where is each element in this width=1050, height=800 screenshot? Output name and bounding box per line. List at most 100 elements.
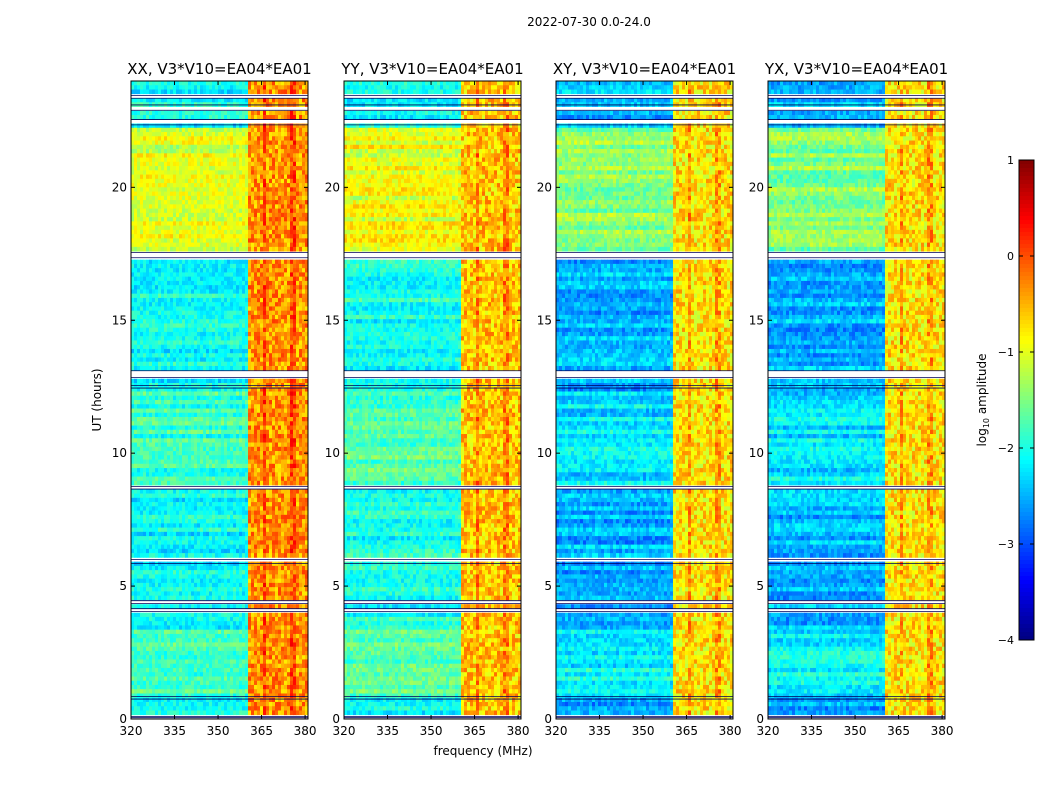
heatmap-cell bbox=[170, 225, 174, 231]
heatmap-cell bbox=[206, 170, 210, 175]
heatmap-cell bbox=[245, 161, 249, 167]
heatmap-cell bbox=[275, 438, 279, 443]
heatmap-cell bbox=[158, 191, 162, 197]
heatmap-cell bbox=[269, 115, 273, 120]
heatmap-cell bbox=[158, 400, 162, 405]
heatmap-cell bbox=[290, 336, 294, 341]
heatmap-cell bbox=[215, 81, 219, 86]
heatmap-cell bbox=[131, 178, 135, 184]
heatmap-cell bbox=[227, 408, 231, 414]
heatmap-cell bbox=[143, 178, 147, 184]
heatmap-cell bbox=[293, 400, 297, 405]
heatmap-cell bbox=[194, 425, 198, 431]
heatmap-cell bbox=[269, 365, 273, 371]
heatmap-cell bbox=[155, 293, 159, 299]
heatmap-cell bbox=[266, 136, 270, 141]
heatmap-cell bbox=[194, 306, 198, 312]
heatmap-cell bbox=[149, 89, 153, 95]
heatmap-cell bbox=[284, 451, 288, 456]
heatmap-cell bbox=[254, 289, 258, 295]
heatmap-cell bbox=[284, 149, 288, 154]
heatmap-cell bbox=[269, 319, 273, 324]
heatmap-cell bbox=[239, 157, 243, 163]
heatmap-cell bbox=[203, 446, 207, 452]
heatmap-cell bbox=[257, 263, 261, 269]
heatmap-cell bbox=[170, 178, 174, 184]
heatmap-cell bbox=[227, 353, 231, 358]
heatmap-cell bbox=[281, 336, 285, 341]
heatmap-cell bbox=[212, 204, 216, 209]
heatmap-cell bbox=[152, 157, 156, 163]
heatmap-cell bbox=[209, 442, 213, 448]
heatmap-cell bbox=[146, 319, 150, 324]
heatmap-cell bbox=[242, 229, 246, 235]
heatmap-cell bbox=[152, 306, 156, 312]
heatmap-cell bbox=[251, 272, 255, 278]
heatmap-cell bbox=[245, 263, 249, 269]
heatmap-cell bbox=[173, 442, 177, 448]
heatmap-cell bbox=[251, 425, 255, 431]
heatmap-cell bbox=[188, 174, 192, 180]
heatmap-cell bbox=[233, 451, 237, 456]
heatmap-cell bbox=[236, 336, 240, 341]
heatmap-cell bbox=[182, 208, 186, 214]
heatmap-cell bbox=[245, 434, 249, 439]
heatmap-cell bbox=[245, 200, 249, 205]
heatmap-cell bbox=[185, 442, 189, 448]
heatmap-cell bbox=[203, 412, 207, 418]
heatmap-cell bbox=[197, 187, 201, 192]
heatmap-cell bbox=[284, 400, 288, 405]
heatmap-cell bbox=[302, 85, 306, 90]
heatmap-cell bbox=[149, 314, 153, 320]
heatmap-cell bbox=[242, 195, 246, 201]
heatmap-cell bbox=[137, 191, 141, 197]
heatmap-cell bbox=[173, 365, 177, 371]
heatmap-cell bbox=[140, 378, 144, 384]
heatmap-cell bbox=[146, 221, 150, 227]
heatmap-cell bbox=[248, 361, 252, 367]
heatmap-cell bbox=[230, 323, 234, 329]
heatmap-cell bbox=[266, 259, 270, 265]
heatmap-cell bbox=[269, 348, 273, 354]
heatmap-cell bbox=[257, 191, 261, 197]
heatmap-cell bbox=[170, 314, 174, 320]
heatmap-cell bbox=[221, 174, 225, 180]
heatmap-cell bbox=[209, 387, 213, 392]
heatmap-cell bbox=[209, 395, 213, 401]
heatmap-cell bbox=[185, 417, 189, 422]
heatmap-cell bbox=[263, 149, 267, 154]
heatmap-cell bbox=[287, 268, 291, 273]
heatmap-cell bbox=[209, 468, 213, 473]
heatmap-cell bbox=[164, 408, 168, 414]
heatmap-cell bbox=[212, 438, 216, 443]
heatmap-cell bbox=[203, 289, 207, 295]
heatmap-cell bbox=[248, 459, 252, 465]
heatmap-cell bbox=[248, 276, 252, 282]
heatmap-cell bbox=[239, 336, 243, 341]
heatmap-cell bbox=[179, 153, 183, 158]
heatmap-cell bbox=[263, 387, 267, 392]
heatmap-cell bbox=[176, 268, 180, 273]
heatmap-cell bbox=[257, 110, 261, 116]
heatmap-cell bbox=[206, 157, 210, 163]
heatmap-cell bbox=[254, 395, 258, 401]
heatmap-cell bbox=[194, 276, 198, 282]
heatmap-cell bbox=[293, 132, 297, 137]
heatmap-cell bbox=[272, 391, 276, 397]
heatmap-cell bbox=[266, 327, 270, 333]
heatmap-cell bbox=[197, 327, 201, 333]
heatmap-cell bbox=[149, 306, 153, 312]
heatmap-cell bbox=[281, 217, 285, 222]
heatmap-cell bbox=[224, 153, 228, 158]
heatmap-cell bbox=[185, 463, 189, 469]
heatmap-cell bbox=[209, 191, 213, 197]
heatmap-cell bbox=[143, 442, 147, 448]
heatmap-cell bbox=[143, 136, 147, 141]
heatmap-cell bbox=[224, 144, 228, 150]
heatmap-cell bbox=[227, 297, 231, 303]
heatmap-cell bbox=[296, 98, 300, 103]
heatmap-cell bbox=[272, 174, 276, 180]
heatmap-cell bbox=[260, 404, 264, 409]
heatmap-cell bbox=[158, 302, 162, 307]
heatmap-cell bbox=[248, 408, 252, 414]
